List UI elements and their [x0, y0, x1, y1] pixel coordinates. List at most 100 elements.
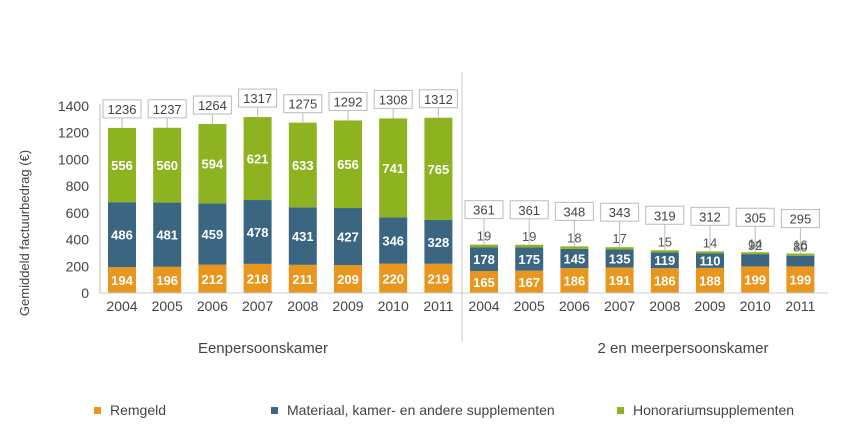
segment-value-label: 186 [654, 274, 676, 289]
segment-value-label: 212 [202, 272, 224, 287]
supplementen-segment [650, 252, 679, 269]
segment-value-label: 481 [156, 228, 178, 243]
legend-swatch [94, 407, 101, 414]
remgeld-segment [741, 266, 770, 293]
total-value-label: 1312 [424, 92, 453, 107]
segment-value-label: 560 [156, 158, 178, 173]
supplementen-segment [198, 203, 227, 265]
honorarium-segment [108, 127, 136, 203]
x-category-label: 2011 [423, 298, 453, 314]
supplementen-segment [288, 207, 317, 265]
total-callout-box [509, 200, 549, 220]
segment-value-label: 621 [247, 152, 269, 167]
remgeld-segment [334, 265, 362, 293]
legend-label: Materiaal, kamer- en andere supplementen [287, 402, 555, 418]
segment-value-label: 145 [564, 251, 586, 266]
segment-value-label: 188 [699, 273, 721, 288]
total-value-label: 1292 [334, 94, 363, 109]
legend-swatch [617, 407, 624, 414]
total-callout-box [373, 89, 413, 109]
segment-value-label: 765 [428, 162, 450, 177]
segment-value-label: 196 [156, 273, 178, 288]
remgeld-segment [515, 270, 544, 293]
total-callout-box [600, 202, 640, 222]
honorarium-segment [470, 244, 498, 248]
total-callout-box [645, 205, 685, 225]
segment-value-label: 165 [473, 275, 495, 290]
honorarium-segment [605, 247, 634, 250]
segment-value-label: 209 [337, 272, 359, 287]
segment-value-label: 175 [518, 252, 540, 267]
segment-value-label: 186 [564, 274, 586, 289]
supplementen-segment [153, 202, 182, 267]
total-callout-box [102, 99, 142, 119]
segment-value-label: 191 [609, 273, 631, 288]
total-callout-box [238, 88, 278, 108]
remgeld-segment [424, 263, 453, 293]
total-callout-box [464, 200, 504, 220]
y-tick-label: 200 [66, 258, 90, 274]
x-axis: 2004 2005 2006 2007 2008 2009 2010 2011 Eenperso… [100, 72, 828, 357]
x-category-label: 2011 [785, 298, 815, 314]
y-axis-title: Gemiddeld factuurbedrag (€) [17, 150, 32, 316]
legend: Remgeld Materiaal, kamer- en andere suppl… [94, 402, 794, 418]
segment-value-label: 741 [382, 161, 404, 176]
remgeld-segment [786, 266, 815, 293]
remgeld-segment [198, 264, 227, 293]
segment-value-label: 194 [111, 273, 133, 288]
honorarium-segment [741, 252, 770, 255]
legend-label: Remgeld [110, 402, 166, 418]
honorarium-segment [288, 122, 317, 208]
honorarium-segment [515, 244, 544, 248]
segment-value-label: 135 [609, 251, 631, 266]
total-value-label: 1264 [198, 98, 227, 113]
segment-value-label: 633 [292, 158, 314, 173]
x-category-label: 2006 [197, 298, 228, 314]
x-category-label: 2004 [468, 298, 499, 314]
remgeld-segment [470, 270, 498, 293]
honorarium-segment [696, 251, 724, 254]
segment-value-label: 431 [292, 229, 314, 244]
legend-item: Remgeld [94, 402, 166, 418]
total-value-label: 348 [564, 204, 586, 219]
honorarium-segment [650, 250, 679, 253]
honorarium-segment [424, 117, 453, 220]
x-category-label: 2006 [559, 298, 590, 314]
segment-value-label: 178 [473, 252, 495, 267]
supplementen-segment [424, 219, 453, 264]
y-tick-label: 800 [66, 178, 90, 194]
total-callout-box [192, 95, 232, 115]
x-category-label: 2008 [287, 298, 318, 314]
segment-value-label: 220 [382, 271, 404, 286]
x-category-label: 2009 [694, 298, 725, 314]
total-value-label: 1317 [243, 91, 272, 106]
x-category-label: 2010 [740, 298, 771, 314]
supplementen-segment [379, 217, 408, 264]
x-category-label: 2005 [152, 298, 183, 314]
honorarium-segment [198, 124, 227, 204]
supplementen-segment [334, 208, 362, 266]
segment-value-label: 346 [382, 234, 404, 249]
total-value-label: 1308 [379, 92, 408, 107]
segment-value-label: 594 [202, 157, 224, 172]
total-value-label: 1237 [153, 102, 182, 117]
total-value-label: 343 [609, 205, 631, 220]
supplementen-segment [696, 253, 724, 268]
segment-value-label: 556 [111, 158, 133, 173]
supplementen-segment [243, 200, 272, 264]
total-value-label: 319 [654, 208, 676, 223]
segment-value-label: 199 [744, 273, 766, 288]
segment-value-label: 478 [247, 225, 269, 240]
segment-value-label: 656 [337, 157, 359, 172]
segment-value-label: 218 [247, 271, 269, 286]
y-tick-label: 0 [81, 285, 89, 301]
total-callout-box [328, 91, 368, 111]
segment-value-label: 199 [790, 273, 812, 288]
total-value-label: 361 [518, 203, 540, 218]
total-callout-box [554, 201, 594, 221]
honorarium-segment [379, 118, 408, 218]
legend-swatch [271, 407, 278, 414]
segment-value-label: 427 [337, 230, 359, 245]
remgeld-segment [650, 268, 679, 293]
total-callout-box [147, 99, 187, 119]
